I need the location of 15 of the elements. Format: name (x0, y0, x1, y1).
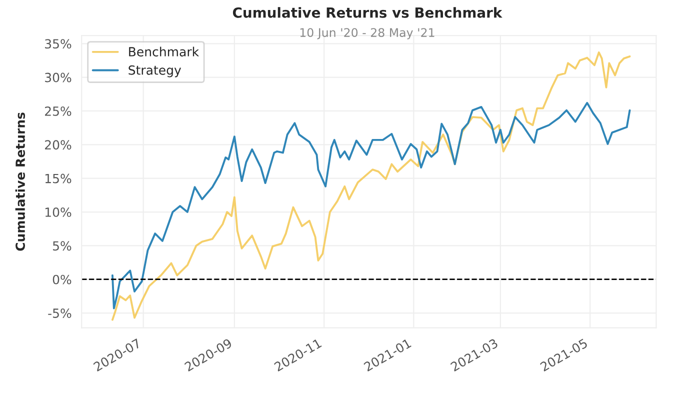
chart-subtitle: 10 Jun '20 - 28 May '21 (300, 28, 434, 40)
y-tick-label: 30% (45, 72, 72, 82)
legend-label: Benchmark (129, 46, 200, 56)
y-tick-label: -5% (48, 308, 72, 318)
y-tick-label: 15% (45, 174, 72, 184)
y-tick-label: 20% (45, 140, 72, 150)
y-axis-title: Cumulative Returns (15, 112, 26, 251)
y-tick-label: 0% (52, 274, 72, 284)
chart-title: Cumulative Returns vs Benchmark (232, 7, 502, 18)
y-tick-label: 35% (45, 39, 72, 49)
y-tick-label: 5% (53, 241, 72, 251)
legend-label: Strategy (128, 65, 182, 78)
y-tick-label: 25% (45, 106, 72, 116)
y-tick-label: 10% (45, 207, 72, 217)
line-series (111, 102, 631, 310)
